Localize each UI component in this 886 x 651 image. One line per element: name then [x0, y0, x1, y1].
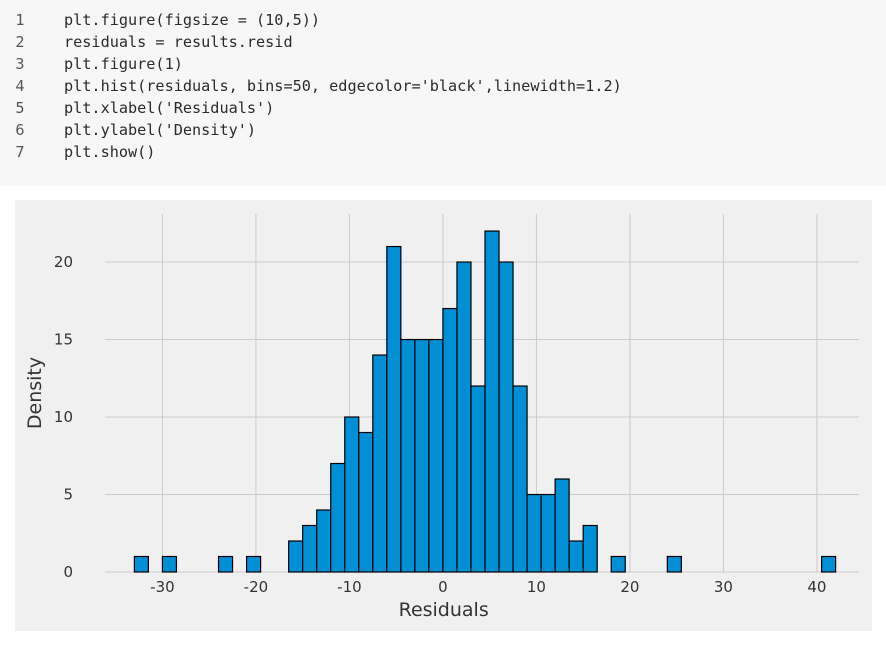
- histogram-bar: [554, 478, 570, 573]
- code-line: 3 plt.figure(1): [0, 53, 886, 75]
- histogram-bar: [288, 540, 304, 573]
- line-number: 4: [15, 77, 25, 95]
- y-tick-label: 0: [63, 563, 73, 581]
- y-tick-label: 15: [54, 331, 73, 349]
- histogram-bar: [568, 540, 584, 573]
- code-text: plt.figure(1): [64, 55, 183, 73]
- x-tick-label: -20: [244, 578, 269, 596]
- y-tick-label: 5: [63, 486, 73, 504]
- line-number: 3: [15, 55, 25, 73]
- histogram-bar: [344, 416, 360, 573]
- y-axis-label: Density: [24, 357, 46, 429]
- x-tick-label: -30: [150, 578, 175, 596]
- histogram-bar: [582, 524, 598, 573]
- code-text: plt.figure(figsize = (10,5)): [64, 11, 321, 29]
- x-tick-label: 30: [714, 578, 733, 596]
- histogram-figure: -30 -20 -10 0 10 20 30 40 0 5 10 15 20 Residuals De…: [15, 200, 872, 631]
- x-tick-label: 40: [807, 578, 826, 596]
- code-line: 1 plt.figure(figsize = (10,5)): [0, 9, 886, 31]
- histogram-bar: [666, 555, 682, 573]
- line-number: 6: [15, 121, 25, 139]
- y-tick-labels: 0 5 10 15 20: [54, 253, 73, 581]
- y-tick-label: 20: [54, 253, 73, 271]
- line-number: 1: [15, 11, 25, 29]
- histogram-bar: [217, 555, 234, 573]
- histogram-bar: [512, 385, 528, 573]
- x-tick-label: 0: [438, 578, 448, 596]
- histogram-bar: [330, 462, 346, 573]
- code-line: 5 plt.xlabel('Residuals'): [0, 97, 886, 119]
- code-line: 4 plt.hist(residuals, bins=50, edgecolor=…: [0, 75, 886, 97]
- histogram-chart: -30 -20 -10 0 10 20 30 40 0 5 10 15 20 Residuals De…: [15, 200, 872, 631]
- x-tick-label: 10: [527, 578, 546, 596]
- code-lines: 1 plt.figure(figsize = (10,5)) 2 residuals …: [0, 9, 886, 163]
- y-tick-label: 10: [54, 408, 73, 426]
- line-number: 2: [15, 33, 25, 51]
- histogram-bar: [386, 245, 402, 573]
- histogram-bar: [484, 230, 500, 573]
- histogram-bar: [161, 555, 178, 573]
- code-line: 2 residuals = results.resid: [0, 31, 886, 53]
- histogram-bar: [470, 385, 486, 573]
- x-tick-label: -10: [337, 578, 362, 596]
- x-tick-labels: -30 -20 -10 0 10 20 30 40: [150, 578, 826, 596]
- code-text: plt.hist(residuals, bins=50, edgecolor='…: [64, 77, 622, 95]
- histogram-bar: [372, 354, 388, 573]
- histogram-bar: [414, 338, 430, 573]
- histogram-bar: [610, 555, 626, 573]
- code-text: plt.ylabel('Density'): [64, 121, 257, 139]
- code-text: plt.show(): [64, 143, 156, 161]
- histogram-bar: [358, 431, 374, 573]
- histogram-bar: [400, 338, 416, 573]
- line-number: 5: [15, 99, 25, 117]
- histogram-bars: [133, 230, 837, 573]
- code-text: plt.xlabel('Residuals'): [64, 99, 275, 117]
- x-tick-label: 20: [620, 578, 639, 596]
- histogram-bar: [245, 555, 262, 573]
- x-axis-label: Residuals: [399, 599, 489, 621]
- line-number: 7: [15, 143, 25, 161]
- histogram-bar: [820, 555, 837, 573]
- histogram-bar: [442, 307, 458, 573]
- histogram-bar: [526, 493, 542, 573]
- histogram-bar: [498, 261, 514, 573]
- histogram-bar: [316, 509, 332, 573]
- histogram-bar: [302, 524, 318, 573]
- histogram-bar: [428, 338, 444, 573]
- histogram-bar: [456, 261, 472, 573]
- histogram-bar: [540, 493, 556, 573]
- code-line: 7 plt.show(): [0, 141, 886, 163]
- code-text: residuals = results.resid: [64, 33, 293, 51]
- code-line: 6 plt.ylabel('Density'): [0, 119, 886, 141]
- code-cell[interactable]: 1 plt.figure(figsize = (10,5)) 2 residuals …: [0, 0, 886, 186]
- histogram-bar: [133, 555, 149, 573]
